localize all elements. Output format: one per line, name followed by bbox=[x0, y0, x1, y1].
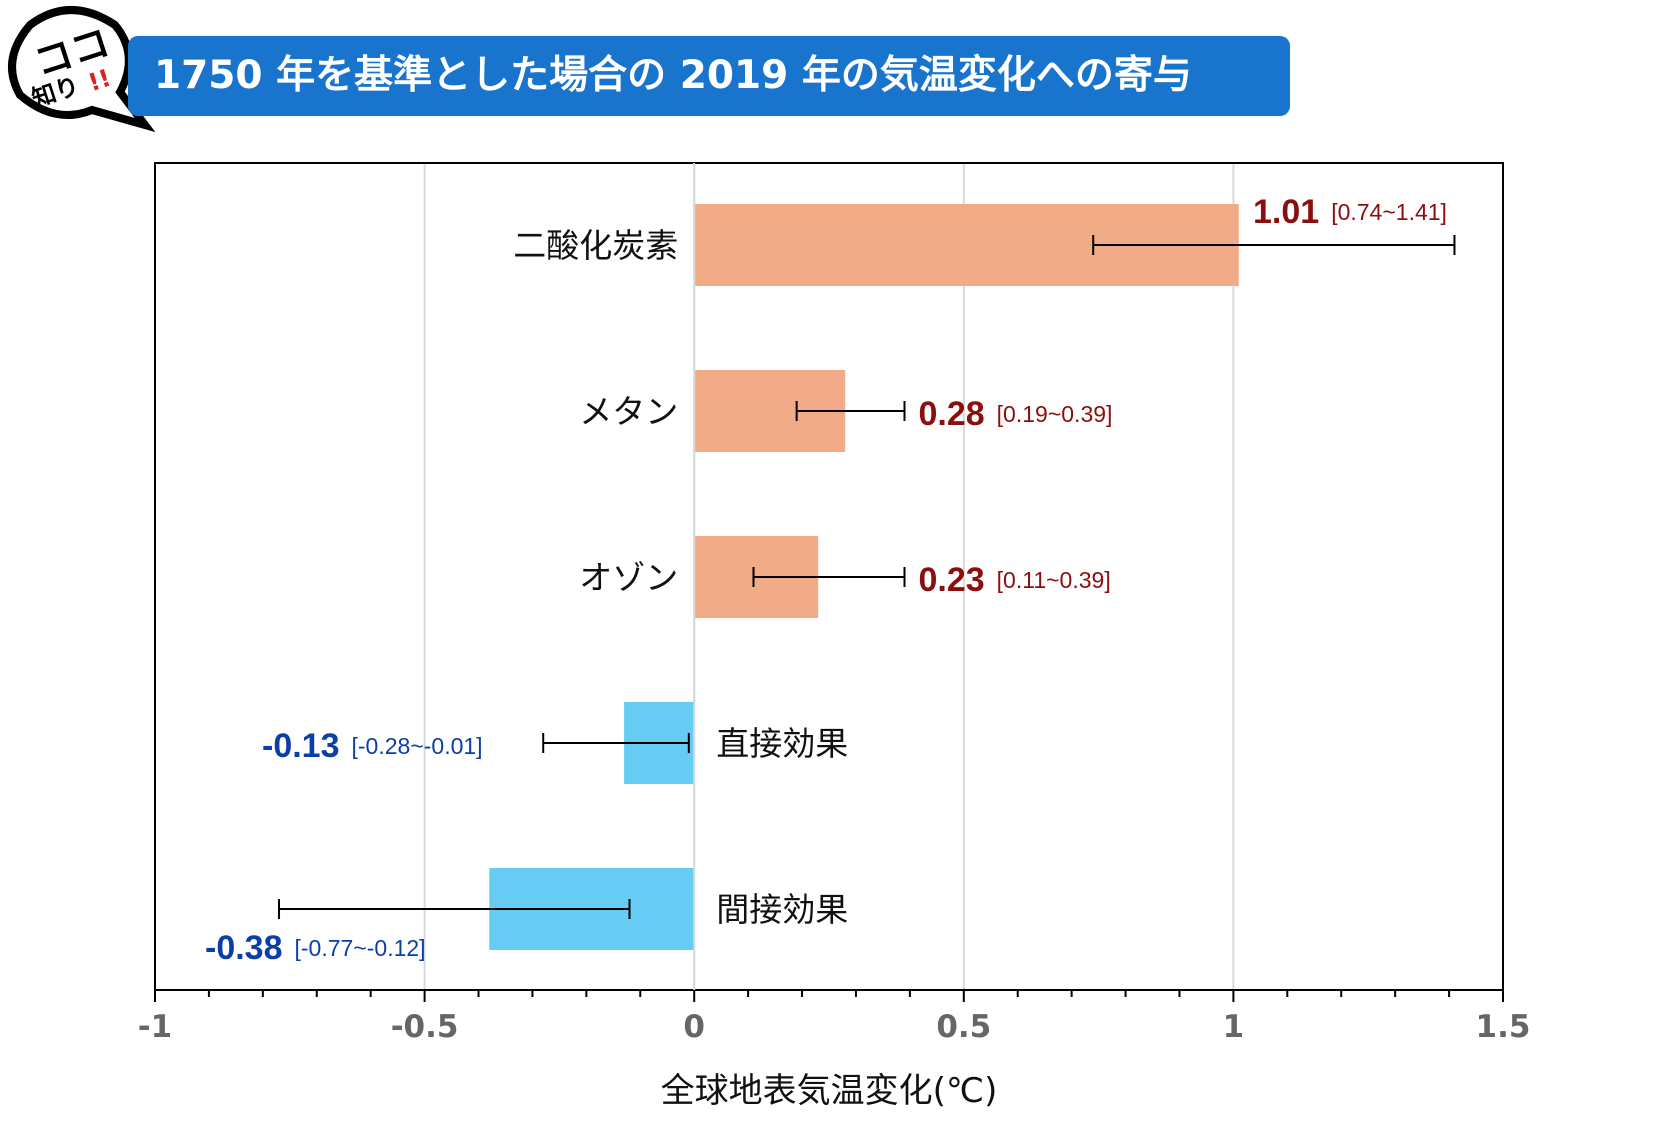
value-label-1: 0.28 bbox=[918, 395, 984, 433]
x-tick-label: 0.5 bbox=[936, 1009, 991, 1045]
x-tick-label: -1 bbox=[138, 1009, 172, 1045]
value-label-0: 1.01 bbox=[1253, 193, 1319, 231]
category-label: 二酸化炭素 bbox=[513, 226, 678, 265]
range-label-1: [0.19~0.39] bbox=[997, 401, 1113, 427]
value-label-3: -0.13 bbox=[262, 727, 340, 765]
category-label: 直接効果 bbox=[716, 724, 848, 763]
value-label-2: 0.23 bbox=[918, 561, 984, 599]
koko-shiri-badge: ココ 知り !! bbox=[8, 6, 156, 133]
range-label-2: [0.11~0.39] bbox=[997, 567, 1111, 593]
x-tick-label: 1 bbox=[1223, 1009, 1245, 1045]
x-tick-label: 1.5 bbox=[1476, 1009, 1531, 1045]
x-axis-label: 全球地表気温変化(℃) bbox=[661, 1071, 998, 1111]
plot-frame bbox=[154, 162, 1504, 991]
x-tick-label: -0.5 bbox=[391, 1009, 459, 1045]
range-label-0: [0.74~1.41] bbox=[1331, 199, 1447, 225]
range-label-4: [-0.77~-0.12] bbox=[295, 935, 426, 961]
category-label: メタン bbox=[579, 392, 678, 431]
range-label-3: [-0.28~-0.01] bbox=[352, 733, 483, 759]
chart-title-banner: 1750 年を基準とした場合の 2019 年の気温変化への寄与 bbox=[128, 36, 1290, 116]
category-label: オゾン bbox=[579, 558, 678, 597]
x-tick-label: 0 bbox=[683, 1009, 705, 1045]
category-label: 間接効果 bbox=[716, 890, 848, 929]
value-label-4: -0.38 bbox=[205, 929, 283, 967]
chart-title: 1750 年を基準とした場合の 2019 年の気温変化への寄与 bbox=[154, 53, 1192, 98]
